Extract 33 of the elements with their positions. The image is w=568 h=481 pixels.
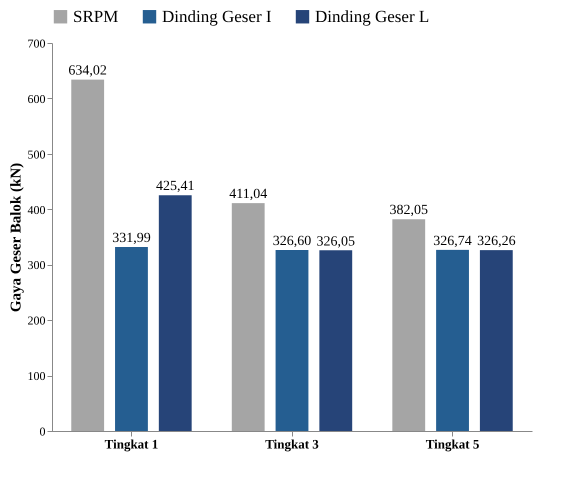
y-axis-title: Gaya Geser Balok (kN) [8, 162, 24, 312]
y-tick-label: 700 [28, 36, 46, 50]
bar [115, 246, 148, 431]
y-tick-label: 100 [28, 369, 46, 384]
x-tick-label: Tingkat 5 [426, 436, 480, 452]
legend-label: Dinding Geser I [162, 6, 272, 26]
y-tick-label: 400 [28, 202, 46, 217]
legend-label: Dinding Geser L [315, 6, 430, 26]
legend-label: SRPM [73, 6, 118, 26]
data-label: 425,41 [156, 179, 194, 194]
bar [319, 250, 352, 431]
data-label: 326,26 [477, 234, 516, 250]
data-label: 382,05 [390, 203, 428, 218]
bar [392, 219, 426, 431]
y-tick-label: 600 [28, 92, 46, 106]
bar [436, 250, 469, 431]
bar [232, 203, 265, 431]
bar [276, 250, 308, 431]
data-label: 634,02 [68, 64, 107, 79]
data-label: 326,60 [272, 234, 312, 249]
y-tick-label: 300 [28, 258, 46, 272]
y-tick-label: 200 [28, 314, 46, 328]
bar [158, 195, 192, 431]
bar [71, 80, 104, 431]
y-tick-label: 500 [28, 147, 46, 162]
x-tick-label: Tingkat 1 [104, 436, 158, 452]
data-label: 326,05 [316, 234, 356, 250]
y-tick-label: 0 [40, 424, 46, 438]
x-tick-label: Tingkat 3 [265, 436, 320, 452]
data-label: 411,04 [229, 187, 268, 202]
data-label: 326,74 [433, 234, 472, 249]
bar [480, 250, 513, 431]
data-label: 331,99 [112, 230, 151, 246]
